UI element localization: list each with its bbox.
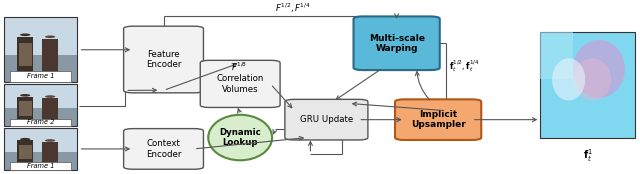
Bar xyxy=(540,32,573,79)
FancyBboxPatch shape xyxy=(395,99,481,140)
Bar xyxy=(42,98,58,121)
Text: $\mathbf{f}_t^{1/2},\mathbf{f}_t^{1/4}$: $\mathbf{f}_t^{1/2},\mathbf{f}_t^{1/4}$ xyxy=(449,58,481,74)
Circle shape xyxy=(45,95,55,98)
Text: Context
Encoder: Context Encoder xyxy=(146,139,181,159)
Bar xyxy=(4,128,77,152)
Circle shape xyxy=(20,94,30,97)
Text: Frame 2: Frame 2 xyxy=(27,119,54,125)
FancyBboxPatch shape xyxy=(200,60,280,108)
Bar xyxy=(19,43,32,66)
Bar xyxy=(19,145,32,160)
Ellipse shape xyxy=(208,115,272,160)
Text: Correlation
Volumes: Correlation Volumes xyxy=(216,74,264,94)
Text: Multi-scale
Warping: Multi-scale Warping xyxy=(369,34,424,53)
Text: $\mathbf{f}_t^{1}$: $\mathbf{f}_t^{1}$ xyxy=(582,147,593,164)
Bar xyxy=(4,152,77,170)
Ellipse shape xyxy=(573,40,625,98)
Circle shape xyxy=(20,34,30,36)
Text: Implicit
Upsampler: Implicit Upsampler xyxy=(411,110,465,129)
Bar xyxy=(10,71,72,82)
Bar xyxy=(42,39,58,74)
Circle shape xyxy=(45,139,55,142)
FancyBboxPatch shape xyxy=(285,99,368,140)
Text: $\it{F}^{1/8}$: $\it{F}^{1/8}$ xyxy=(231,61,247,73)
FancyBboxPatch shape xyxy=(353,16,440,70)
Bar xyxy=(4,17,77,55)
Text: Frame 1: Frame 1 xyxy=(27,73,54,79)
Bar xyxy=(4,17,77,82)
Bar xyxy=(17,37,33,76)
Bar xyxy=(10,163,72,170)
Ellipse shape xyxy=(573,58,611,101)
Bar xyxy=(19,101,32,116)
Bar xyxy=(17,140,33,166)
Bar xyxy=(4,128,77,170)
Text: Frame 1: Frame 1 xyxy=(27,163,54,169)
Bar xyxy=(4,108,77,126)
Text: $\it{F}^{1/2},\it{F}^{1/4}$: $\it{F}^{1/2},\it{F}^{1/4}$ xyxy=(275,1,311,15)
Circle shape xyxy=(45,35,55,38)
FancyBboxPatch shape xyxy=(124,129,204,169)
Bar xyxy=(4,84,77,126)
Bar xyxy=(4,84,77,108)
Text: Dynamic
Lookup: Dynamic Lookup xyxy=(220,128,261,147)
Bar xyxy=(540,32,635,137)
Ellipse shape xyxy=(552,58,585,101)
Circle shape xyxy=(20,138,30,141)
Bar xyxy=(10,118,72,126)
Text: Feature
Encoder: Feature Encoder xyxy=(146,50,181,69)
Bar xyxy=(17,97,33,122)
Bar xyxy=(4,55,77,82)
Text: GRU Update: GRU Update xyxy=(300,115,353,124)
Bar xyxy=(42,142,58,165)
FancyBboxPatch shape xyxy=(124,26,204,93)
